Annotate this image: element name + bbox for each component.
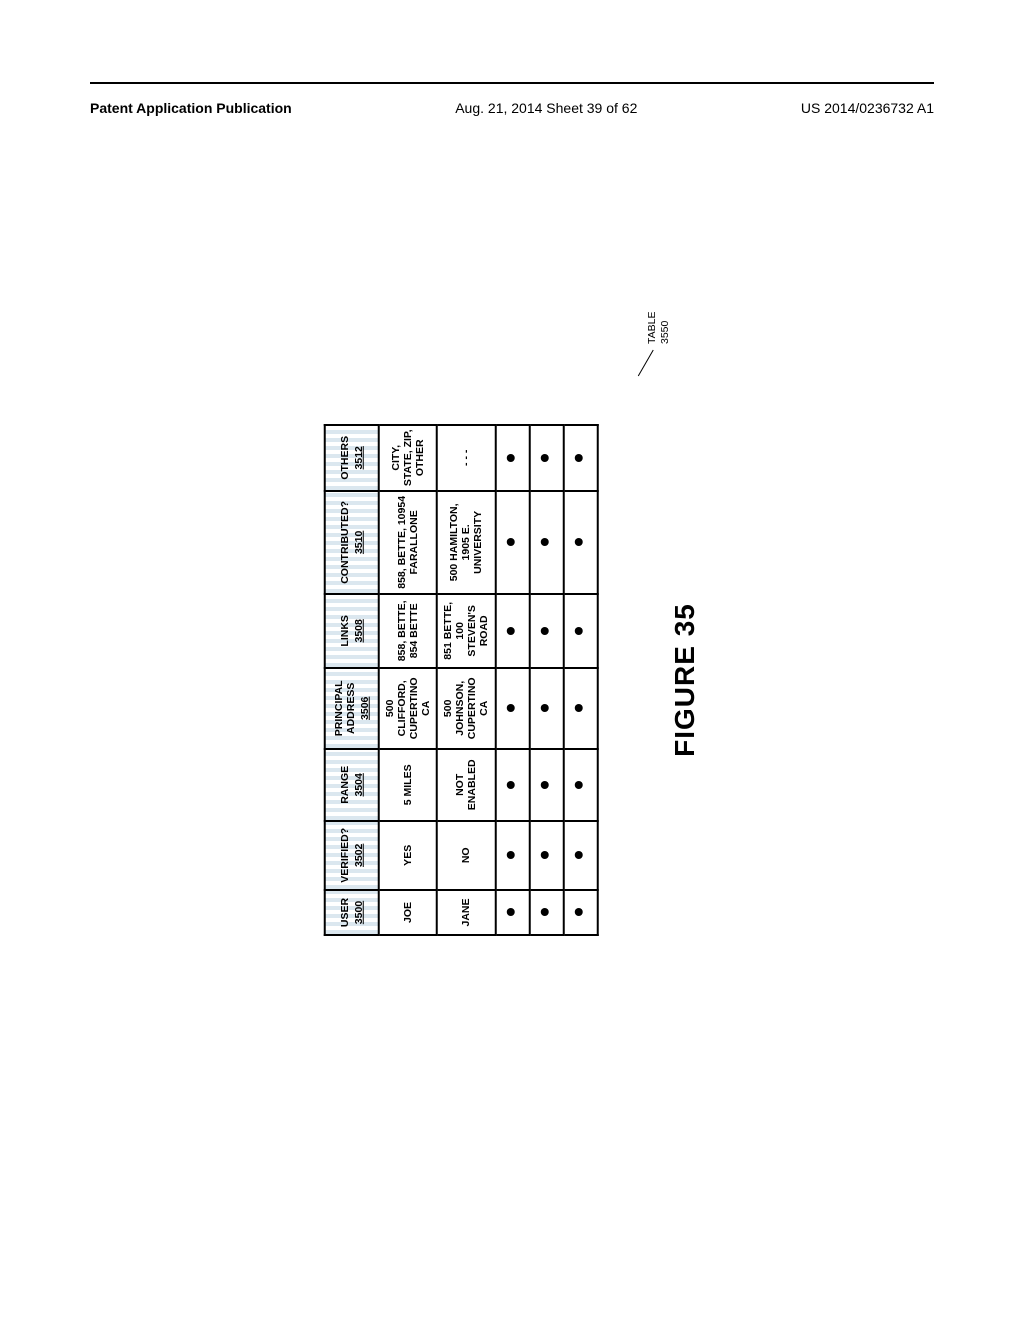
ellipsis-dot-icon [541,851,549,859]
table-cell: 500 HAMILTON, 1905 E. UNIVERSITY [437,491,495,595]
patent-page: Patent Application Publication Aug. 21, … [0,0,1024,1320]
ellipsis-dot-icon [575,538,583,546]
table-cell [529,491,563,595]
col-header-ref: 3512 [353,429,365,487]
table-cell [563,749,597,821]
col-header-0: USER3500 [325,890,379,935]
table-cell [563,594,597,667]
table-cell [563,890,597,935]
ellipsis-dot-icon [541,538,549,546]
ellipsis-dot-icon [507,454,515,462]
table-cell [563,821,597,890]
table-row: JANENONOT ENABLED500 JOHNSON, CUPERTINO … [437,425,495,935]
table-cell [495,425,529,491]
table-cell [563,491,597,595]
ellipsis-dot-icon [541,704,549,712]
figure-rotated-wrap: USER3500VERIFIED?3502RANGE3504PRINCIPAL … [324,424,701,936]
page-header: Patent Application Publication Aug. 21, … [90,100,934,116]
col-header-label: PRINCIPAL ADDRESS [333,672,357,746]
table-callout: TABLE 3550 [646,312,671,344]
table-cell [495,668,529,750]
header-right: US 2014/0236732 A1 [801,100,934,116]
callout-ref: 3550 [658,321,670,344]
col-header-1: VERIFIED?3502 [325,821,379,890]
ellipsis-dot-icon [575,627,583,635]
col-header-label: CONTRIBUTED? [339,495,351,591]
ellipsis-dot-icon [507,851,515,859]
ellipsis-dot-icon [507,781,515,789]
callout-leader [638,350,654,376]
data-table: USER3500VERIFIED?3502RANGE3504PRINCIPAL … [324,424,599,936]
table-header-row: USER3500VERIFIED?3502RANGE3504PRINCIPAL … [325,425,379,935]
ellipsis-dot-icon [541,454,549,462]
table-wrap: USER3500VERIFIED?3502RANGE3504PRINCIPAL … [324,424,599,936]
col-header-6: OTHERS3512 [325,425,379,491]
col-header-ref: 3510 [353,495,365,591]
ellipsis-dot-icon [507,909,515,917]
col-header-ref: 3506 [359,672,371,746]
col-header-5: CONTRIBUTED?3510 [325,491,379,595]
col-header-label: LINKS [339,598,351,663]
table-cell [563,425,597,491]
ellipsis-dot-icon [541,781,549,789]
table-cell: 851 BETTE, 100 STEVEN'S ROAD [437,594,495,667]
ellipsis-dot-icon [507,627,515,635]
ellipsis-dot-icon [575,851,583,859]
table-cell [529,594,563,667]
ellipsis-dot-icon [575,781,583,789]
table-cell: 858, BETTE, 854 BETTE [379,594,437,667]
table-row [563,425,597,935]
table-cell: JOE [379,890,437,935]
ellipsis-dot-icon [507,704,515,712]
table-cell: 858, BETTE, 10954 FARALLONE [379,491,437,595]
col-header-ref: 3504 [353,753,365,817]
ellipsis-dot-icon [575,704,583,712]
figure-content: USER3500VERIFIED?3502RANGE3504PRINCIPAL … [324,424,701,936]
table-row [495,425,529,935]
table-cell [495,890,529,935]
col-header-ref: 3500 [353,894,365,931]
col-header-3: PRINCIPAL ADDRESS3506 [325,668,379,750]
header-rule [90,82,934,84]
table-cell: 5 MILES [379,749,437,821]
header-center: Aug. 21, 2014 Sheet 39 of 62 [455,100,637,116]
col-header-label: USER [339,894,351,931]
table-cell [529,821,563,890]
figure-caption: FIGURE 35 [668,603,700,757]
col-header-label: RANGE [339,753,351,817]
callout-label: TABLE [646,312,658,344]
table-cell: 500 JOHNSON, CUPERTINO CA [437,668,495,750]
col-header-label: VERIFIED? [339,825,351,886]
table-cell [529,668,563,750]
ellipsis-dot-icon [575,909,583,917]
table-cell: CITY, STATE, ZIP, OTHER [379,425,437,491]
table-cell [495,491,529,595]
table-cell [495,594,529,667]
col-header-ref: 3508 [353,598,365,663]
ellipsis-dot-icon [507,538,515,546]
col-header-2: RANGE3504 [325,749,379,821]
col-header-ref: 3502 [353,825,365,886]
table-body: JOEYES5 MILES500 CLIFFORD, CUPERTINO CA8… [379,425,598,935]
table-cell: NO [437,821,495,890]
table-cell [563,668,597,750]
table-row: JOEYES5 MILES500 CLIFFORD, CUPERTINO CA8… [379,425,437,935]
ellipsis-dot-icon [541,627,549,635]
table-cell [529,749,563,821]
table-row [529,425,563,935]
ellipsis-dot-icon [541,909,549,917]
col-header-4: LINKS3508 [325,594,379,667]
header-left: Patent Application Publication [90,100,292,116]
ellipsis-dot-icon [575,454,583,462]
table-cell [529,425,563,491]
table-cell [529,890,563,935]
table-cell [495,749,529,821]
col-header-label: OTHERS [339,429,351,487]
table-cell: 500 CLIFFORD, CUPERTINO CA [379,668,437,750]
table-cell: - - - [437,425,495,491]
table-cell: JANE [437,890,495,935]
table-cell: NOT ENABLED [437,749,495,821]
table-cell: YES [379,821,437,890]
table-cell [495,821,529,890]
